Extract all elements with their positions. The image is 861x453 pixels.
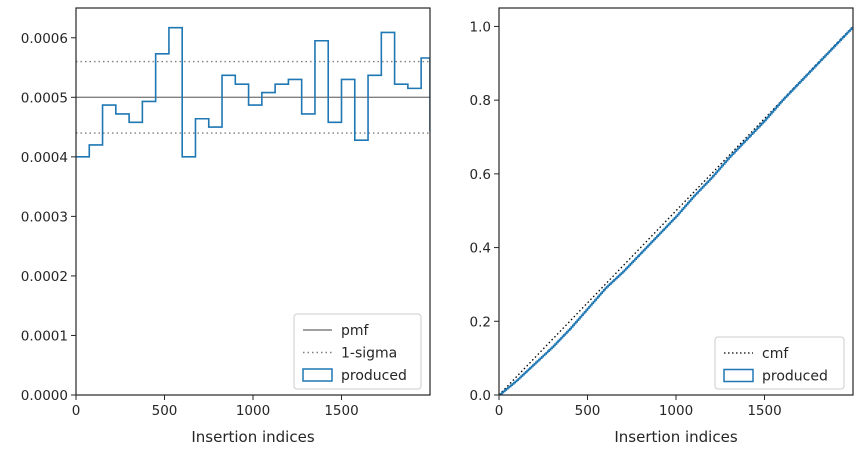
y-tick-label: 0.6 [470,167,491,183]
y-tick-label: 0.8 [470,93,491,109]
y-tick-label: 0.0003 [21,209,68,225]
x-tick-label: 0 [72,403,81,419]
legend-label: cmf [762,346,789,362]
y-tick-label: 0.0004 [21,150,68,166]
y-tick-label: 0.0002 [21,269,68,285]
legend-label: 1-sigma [341,346,397,362]
plot-area [76,26,430,158]
legend-label: produced [762,369,828,385]
cmf-panel: 0 500 1000 1500 0.0 0.2 0.4 0.6 0.8 1.0 Insertion … [470,7,854,446]
x-tick-label: 500 [152,403,178,419]
y-tick-label: 0.0005 [21,90,68,106]
y-tick-label: 0.0001 [21,328,68,344]
plot-area [499,25,853,395]
produced-cdf-line [499,26,853,395]
x-tick-label: 1000 [659,403,693,419]
cmf-line [499,25,853,395]
y-tick-label: 1.0 [470,19,491,35]
y-tick-label: 0.2 [470,314,491,330]
legend-label: pmf [341,323,370,339]
x-tick-label: 1500 [324,403,358,419]
legend-handle-produced [723,368,754,383]
y-tick-label: 0.0000 [21,388,68,404]
x-tick-label: 500 [575,403,601,419]
legend-label: produced [341,368,407,384]
x-tick-label: 1500 [747,403,781,419]
x-axis-title: Insertion indices [191,428,314,446]
y-tick-label: 0.4 [470,241,491,257]
legend-box [714,336,845,390]
x-tick-label: 1000 [236,403,270,419]
produced-step-line [76,26,430,158]
x-tick-label: 0 [495,403,504,419]
y-tick-label: 0.0006 [21,31,68,47]
legend: cmf produced [714,336,845,390]
y-tick-label: 0.0 [470,388,491,404]
legend-handle-produced [302,368,333,382]
legend-box [293,313,422,390]
x-axis-title: Insertion indices [614,428,737,446]
legend: pmf 1-sigma produced [293,313,422,390]
pmf-panel: 0 500 1000 1500 0.0000 0.0001 0.0002 0.0003 0.00… [21,7,431,446]
